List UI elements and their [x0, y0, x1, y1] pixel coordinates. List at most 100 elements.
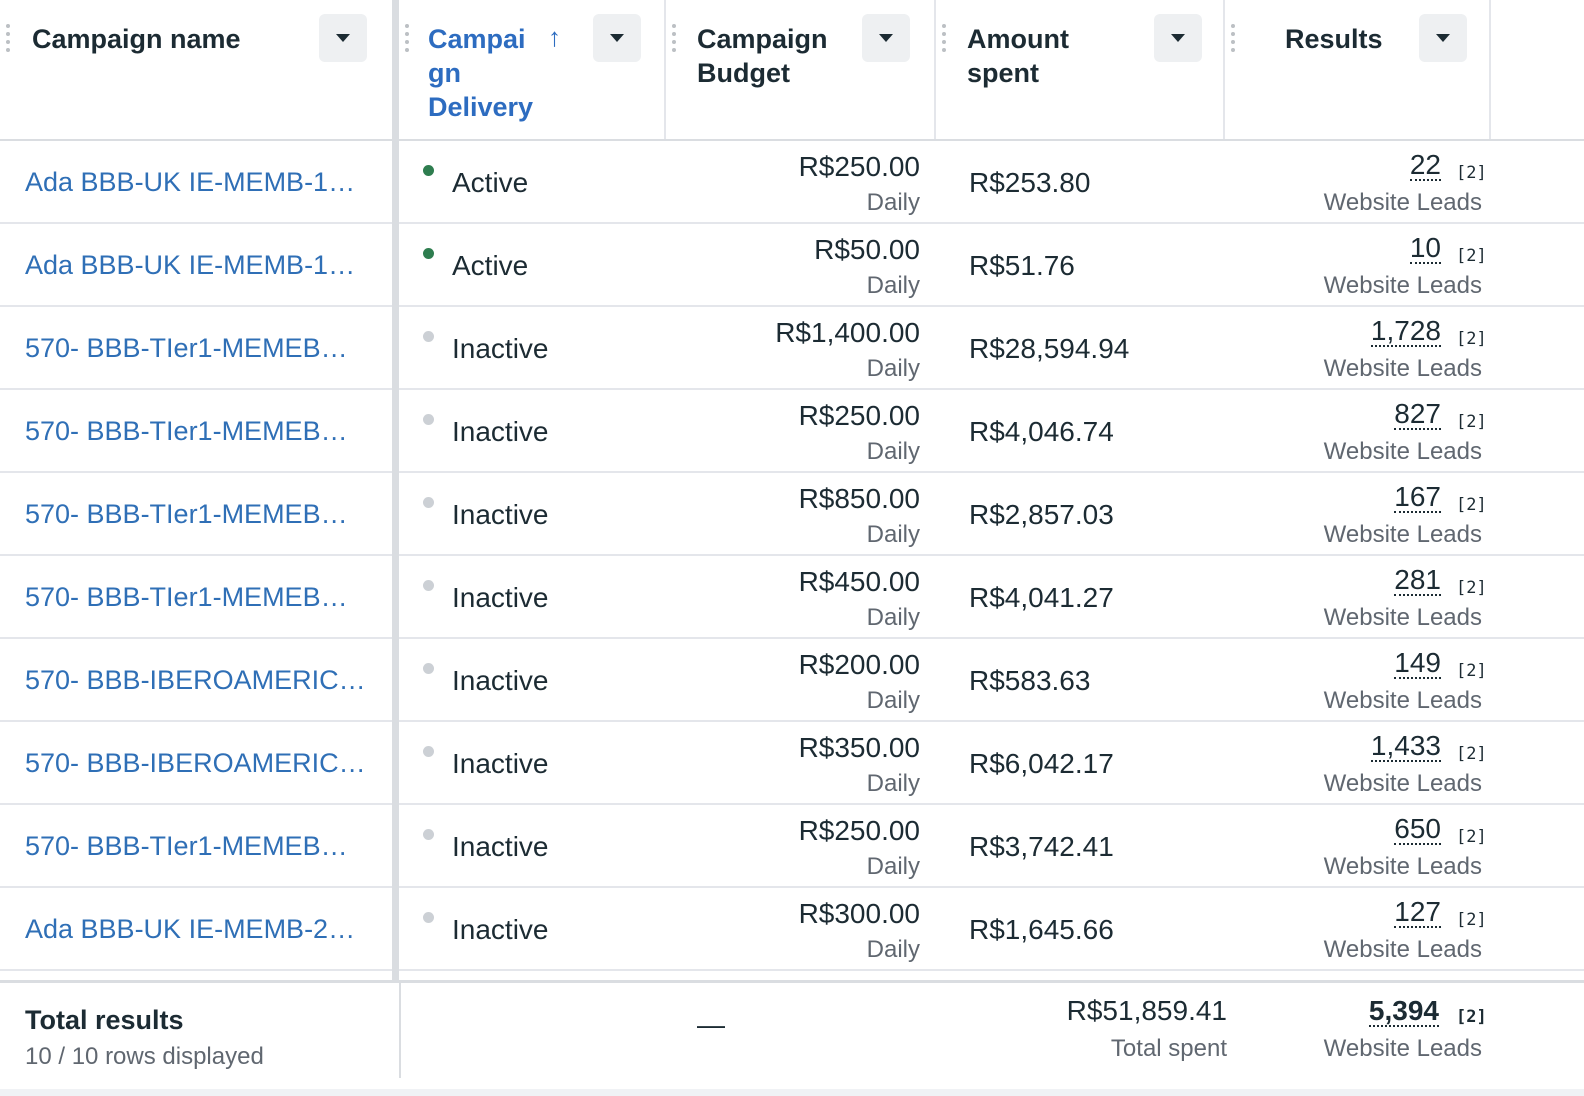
table-row[interactable]: 570- BBB-TIer1-MEMEB… Inactive R$1,400.0…	[0, 307, 1584, 390]
frozen-column-divider-footer	[399, 982, 401, 1078]
campaign-name-link[interactable]: 570- BBB-TIer1-MEMEB…	[25, 333, 348, 363]
drag-handle-icon[interactable]	[1231, 24, 1237, 54]
delivery-status: Active	[452, 250, 529, 281]
campaign-name-link[interactable]: 570- BBB-TIer1-MEMEB…	[25, 499, 348, 529]
campaign-name-link[interactable]: Ada BBB-UK IE-MEMB-2…	[25, 914, 356, 944]
table-row[interactable]: 570- BBB-IBEROAMERIC… Inactive R$350.00 …	[0, 722, 1584, 805]
campaign-budget-value[interactable]: R$200.00	[798, 649, 920, 680]
column-menu-dropdown-button[interactable]	[593, 14, 641, 62]
amount-spent-value: R$253.80	[969, 167, 1091, 198]
results-reference[interactable]: [2]	[1456, 910, 1487, 930]
results-reference[interactable]: [2]	[1456, 246, 1487, 266]
column-title: Campaign name	[32, 24, 241, 54]
delivery-status-dot-icon	[423, 663, 434, 674]
total-results-value[interactable]: 5,394	[1368, 995, 1439, 1027]
frozen-column-divider[interactable]	[392, 0, 399, 980]
table-row[interactable]: Ada BBB-UK IE-MEMB-2… Inactive R$300.00 …	[0, 888, 1584, 971]
total-results-type: Website Leads	[1323, 1035, 1482, 1062]
results-value[interactable]: 127	[1394, 896, 1441, 928]
campaign-budget-value[interactable]: R$850.00	[798, 483, 920, 514]
sort-ascending-icon[interactable]: ↑	[548, 22, 561, 52]
drag-handle-icon[interactable]	[672, 24, 678, 54]
table-row[interactable]: 570- BBB-TIer1-MEMEB… Inactive R$450.00 …	[0, 556, 1584, 639]
campaign-name-link[interactable]: 570- BBB-IBEROAMERIC…	[25, 665, 366, 695]
total-results-label: Total results	[25, 1005, 184, 1035]
column-menu-dropdown-button[interactable]	[1154, 14, 1202, 62]
column-title-line: Campaign	[697, 24, 828, 54]
column-title-line: Amount	[967, 24, 1069, 54]
delivery-status-dot-icon	[423, 165, 434, 176]
campaign-budget-value[interactable]: R$1,400.00	[775, 317, 920, 348]
results-reference[interactable]: [2]	[1456, 163, 1487, 183]
campaign-budget-value[interactable]: R$350.00	[798, 732, 920, 763]
campaign-budget-value[interactable]: R$300.00	[798, 898, 920, 929]
results-type: Website Leads	[1323, 604, 1482, 631]
results-value[interactable]: 1,433	[1370, 730, 1441, 762]
results-value[interactable]: 1,728	[1370, 315, 1441, 347]
campaign-name-link[interactable]: 570- BBB-IBEROAMERIC…	[25, 748, 366, 778]
table-row[interactable]: Ada BBB-UK IE-MEMB-1… Active R$250.00 Da…	[0, 141, 1584, 224]
results-type: Website Leads	[1323, 438, 1482, 465]
column-divider	[1489, 0, 1491, 139]
results-reference[interactable]: [2]	[1456, 329, 1487, 349]
campaign-budget-period: Daily	[866, 936, 920, 963]
table-row[interactable]: 570- BBB-TIer1-MEMEB… Inactive R$250.00 …	[0, 390, 1584, 473]
results-type: Website Leads	[1323, 936, 1482, 963]
column-header-results[interactable]: Results	[1225, 0, 1490, 139]
drag-handle-icon[interactable]	[405, 24, 411, 54]
results-type: Website Leads	[1323, 521, 1482, 548]
results-reference[interactable]: [2]	[1456, 495, 1487, 515]
column-title: Results	[1285, 24, 1383, 54]
results-value[interactable]: 149	[1394, 647, 1441, 679]
results-value[interactable]: 10	[1409, 232, 1441, 264]
campaign-name-link[interactable]: 570- BBB-TIer1-MEMEB…	[25, 831, 348, 861]
results-value[interactable]: 22	[1409, 149, 1441, 181]
campaign-budget-period: Daily	[866, 770, 920, 797]
amount-spent-value: R$4,041.27	[969, 582, 1114, 613]
campaign-name-link[interactable]: 570- BBB-TIer1-MEMEB…	[25, 416, 348, 446]
campaign-budget-value[interactable]: R$250.00	[798, 400, 920, 431]
delivery-status-dot-icon	[423, 331, 434, 342]
column-header-campaign-delivery[interactable]: Campai gn Delivery ↑	[399, 0, 664, 139]
column-menu-dropdown-button[interactable]	[319, 14, 367, 62]
results-reference[interactable]: [2]	[1456, 827, 1487, 847]
results-value[interactable]: 827	[1394, 398, 1441, 430]
results-value[interactable]: 650	[1394, 813, 1441, 845]
campaign-budget-value[interactable]: R$250.00	[798, 815, 920, 846]
results-reference[interactable]: [2]	[1456, 578, 1487, 598]
column-menu-dropdown-button[interactable]	[1419, 14, 1467, 62]
results-reference[interactable]: [2]	[1456, 412, 1487, 432]
amount-spent-value: R$2,857.03	[969, 499, 1114, 530]
delivery-status: Inactive	[452, 914, 549, 945]
results-value[interactable]: 167	[1394, 481, 1441, 513]
table-row[interactable]: Ada BBB-UK IE-MEMB-1… Active R$50.00 Dai…	[0, 224, 1584, 307]
column-menu-dropdown-button[interactable]	[862, 14, 910, 62]
delivery-status: Inactive	[452, 416, 549, 447]
drag-handle-icon[interactable]	[6, 24, 12, 54]
campaign-name-link[interactable]: 570- BBB-TIer1-MEMEB…	[25, 582, 348, 612]
campaign-budget-value[interactable]: R$450.00	[798, 566, 920, 597]
delivery-status: Inactive	[452, 499, 549, 530]
campaign-budget-value[interactable]: R$250.00	[798, 151, 920, 182]
campaign-budget-value[interactable]: R$50.00	[814, 234, 920, 265]
column-header-campaign-name[interactable]: Campaign name	[0, 0, 392, 139]
campaign-name-link[interactable]: Ada BBB-UK IE-MEMB-1…	[25, 167, 356, 197]
drag-handle-icon[interactable]	[942, 24, 948, 54]
table-header: Campaign name Campai gn Delivery ↑ Campa…	[0, 0, 1584, 141]
total-results-reference[interactable]: [2]	[1456, 1007, 1487, 1027]
delivery-status-dot-icon	[423, 912, 434, 923]
table-row[interactable]: 570- BBB-TIer1-MEMEB… Inactive R$850.00 …	[0, 473, 1584, 556]
column-header-campaign-budget[interactable]: Campaign Budget	[666, 0, 934, 139]
table-row[interactable]: 570- BBB-TIer1-MEMEB… Inactive R$250.00 …	[0, 805, 1584, 888]
column-header-amount-spent[interactable]: Amount spent	[936, 0, 1223, 139]
campaign-budget-period: Daily	[866, 438, 920, 465]
results-type: Website Leads	[1323, 853, 1482, 880]
delivery-status: Inactive	[452, 333, 549, 364]
results-value[interactable]: 281	[1394, 564, 1441, 596]
results-reference[interactable]: [2]	[1456, 744, 1487, 764]
table-row[interactable]: 570- BBB-IBEROAMERIC… Inactive R$200.00 …	[0, 639, 1584, 722]
campaign-budget-period: Daily	[866, 189, 920, 216]
column-title-line: Campai	[428, 24, 526, 54]
campaign-name-link[interactable]: Ada BBB-UK IE-MEMB-1…	[25, 250, 356, 280]
results-reference[interactable]: [2]	[1456, 661, 1487, 681]
